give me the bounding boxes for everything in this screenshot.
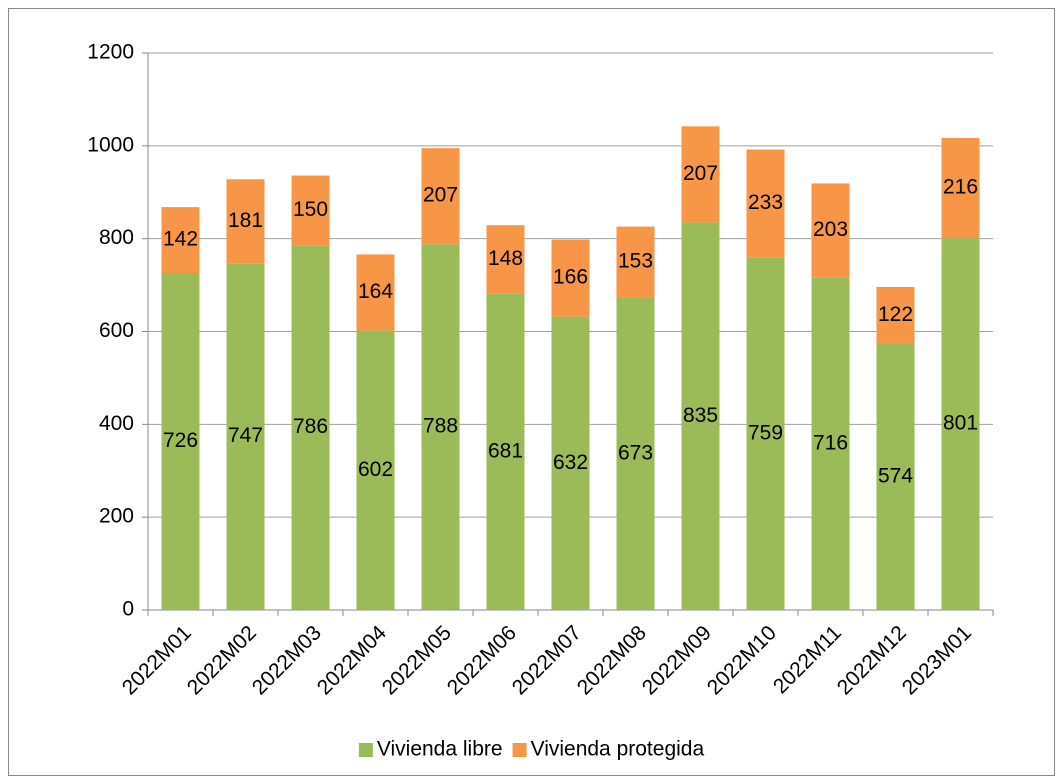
- data-label: 602: [358, 458, 393, 481]
- bar-segment: [811, 277, 850, 610]
- bar-segment: [811, 183, 850, 278]
- bar-segment: [291, 175, 330, 246]
- legend-label: Vivienda protegida: [531, 738, 705, 761]
- bar-segment: [486, 293, 525, 610]
- data-label: 207: [683, 162, 718, 185]
- data-label: 681: [488, 439, 523, 462]
- bar-segment: [551, 316, 590, 610]
- bar-segment: [356, 330, 395, 610]
- data-label: 181: [228, 209, 263, 232]
- bar-segment: [616, 297, 655, 610]
- bar-segment: [421, 244, 460, 610]
- y-tick-label: 1000: [87, 133, 134, 156]
- data-label: 788: [423, 415, 458, 438]
- legend-swatch: [512, 743, 527, 757]
- legend-label: Vivienda libre: [377, 738, 503, 761]
- data-label: 786: [293, 415, 328, 438]
- y-tick-label: 400: [99, 412, 134, 435]
- bar-segment: [421, 148, 460, 245]
- data-label: 716: [813, 431, 848, 454]
- data-label: 166: [553, 266, 588, 289]
- bar-segment: [161, 207, 200, 274]
- bar-segment: [941, 238, 980, 610]
- y-tick-label: 600: [99, 319, 134, 342]
- bar-segment: [681, 222, 720, 610]
- data-label: 673: [618, 441, 653, 464]
- y-tick-label: 800: [99, 226, 134, 249]
- y-tick-label: 0: [122, 598, 134, 621]
- bar-segment: [681, 126, 720, 223]
- data-label: 122: [878, 303, 913, 326]
- data-label: 150: [293, 198, 328, 221]
- bar-segment: [876, 286, 915, 344]
- bar-segment: [226, 263, 265, 610]
- data-label: 747: [228, 424, 263, 447]
- y-tick-label: 200: [99, 505, 134, 528]
- bar-segment: [746, 257, 785, 610]
- bar-segment: [941, 137, 980, 239]
- data-label: 216: [943, 176, 978, 199]
- data-label: 207: [423, 184, 458, 207]
- data-label: 164: [358, 280, 393, 303]
- legend: Vivienda libre Vivienda protegida: [358, 738, 705, 761]
- bar-segment: [746, 149, 785, 258]
- bar-segment: [226, 179, 265, 264]
- data-label: 835: [683, 404, 718, 427]
- data-label: 153: [618, 250, 653, 273]
- bar-segment: [161, 273, 200, 610]
- data-label: 203: [813, 218, 848, 241]
- y-tick-label: 1200: [87, 41, 134, 64]
- data-label: 726: [163, 429, 198, 452]
- bar-segment: [876, 343, 915, 610]
- bar-segment: [486, 225, 525, 294]
- data-label: 632: [553, 451, 588, 474]
- data-label: 148: [488, 247, 523, 270]
- bar-segment: [291, 245, 330, 611]
- bar-segment: [356, 254, 395, 331]
- bar-segment: [616, 226, 655, 298]
- data-label: 142: [163, 228, 198, 251]
- data-label: 233: [748, 191, 783, 214]
- bar-segment: [551, 239, 590, 317]
- data-label: 574: [878, 464, 913, 487]
- legend-swatch: [358, 743, 373, 757]
- data-label: 801: [943, 412, 978, 435]
- data-label: 759: [748, 421, 783, 444]
